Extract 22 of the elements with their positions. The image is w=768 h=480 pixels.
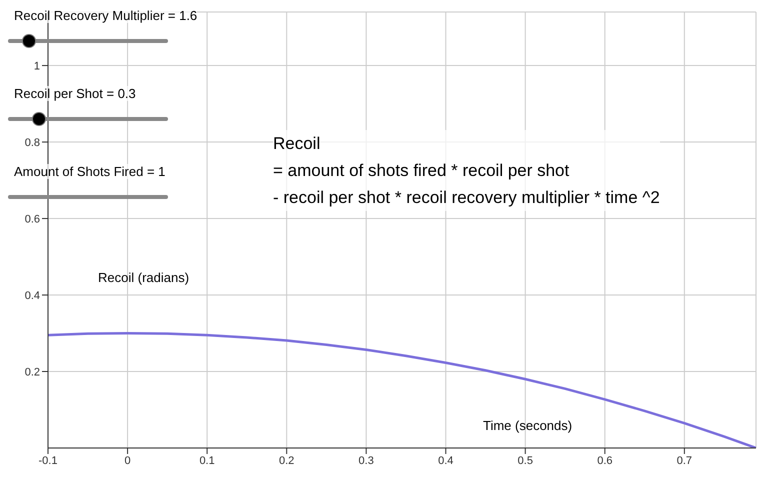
y-tick-label: 0.6 [24,213,40,226]
y-tick-label: 0.2 [24,366,40,378]
annotation: = amount of shots fired * recoil per shot [273,160,570,182]
y-tick-label: 1 [34,60,40,72]
annotation: - recoil per shot * recoil recovery multiplier * time ^2 [273,187,660,209]
annotation: Recoil [273,133,322,155]
x-tick-label: 0.3 [358,454,374,467]
x-tick-label: 0.4 [438,454,454,467]
x-tick-label: 0.2 [279,454,294,467]
x-tick-label: 0.5 [518,454,533,467]
x-tick-label: 0.1 [199,454,215,467]
x-tick-label: 0.7 [676,454,692,467]
x-axis-title: Time (seconds) [483,418,572,433]
y-axis-title: Recoil (radians) [98,270,190,285]
y-tick-label: 0.4 [24,290,40,302]
x-tick-label: 0.6 [597,454,612,467]
annotation: Recoil Recovery Multiplier = 1.6 [14,8,198,23]
y-tick-label: 0.8 [24,136,40,149]
x-tick-label: -0.1 [38,454,58,467]
annotation: Amount of Shots Fired = 1 [14,164,166,179]
annotation: Recoil per Shot = 0.3 [14,86,136,101]
x-tick-label: 0 [124,454,131,467]
